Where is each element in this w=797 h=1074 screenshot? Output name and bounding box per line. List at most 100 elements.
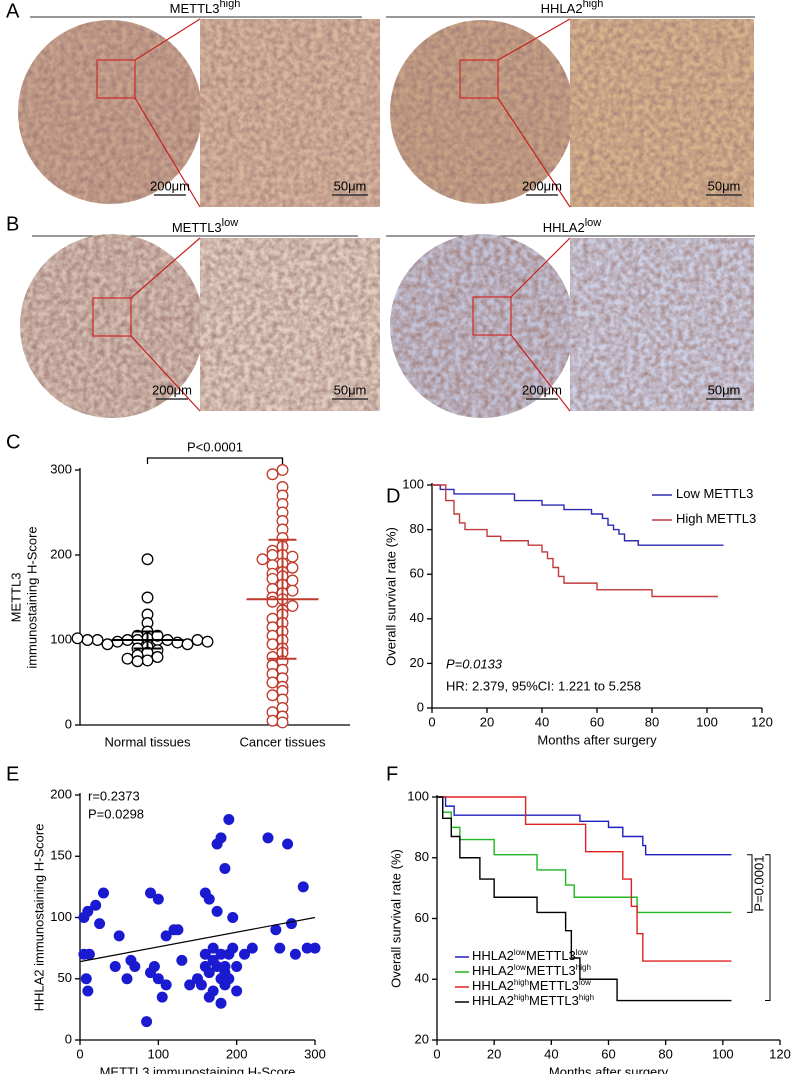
superscript: high xyxy=(576,963,591,972)
p-value: P=0.0001 xyxy=(751,856,766,912)
legend-label: HHLA2lowMETTL3high xyxy=(472,963,591,979)
dot xyxy=(201,635,214,648)
superscript: high xyxy=(514,993,529,1002)
superscript: low xyxy=(514,963,526,972)
superscript: low xyxy=(576,948,588,957)
dot xyxy=(286,550,299,563)
x-tick-label: 40 xyxy=(535,714,549,729)
dot xyxy=(151,629,164,642)
y-tick-label: 20 xyxy=(410,655,424,670)
point xyxy=(215,997,227,1009)
tissue-texture xyxy=(390,20,574,204)
point xyxy=(203,893,215,905)
ihc-title: HHLA2low xyxy=(543,217,601,236)
point xyxy=(113,930,125,942)
dot xyxy=(276,716,289,729)
point xyxy=(129,961,141,972)
zoom-arrow xyxy=(497,18,571,61)
ihc-title: METTL3high xyxy=(170,0,241,16)
x-tick-label: 100 xyxy=(147,1046,169,1061)
scale-label: 50μm xyxy=(334,178,367,193)
x-tick-label: 20 xyxy=(487,1046,501,1061)
point xyxy=(109,961,121,972)
label-part: HHLA2 xyxy=(541,1,583,16)
point xyxy=(148,961,160,972)
scale-label: 50μm xyxy=(708,382,741,397)
zoom-arrow xyxy=(130,237,201,299)
point xyxy=(82,905,94,917)
point xyxy=(301,942,313,954)
point xyxy=(239,948,250,960)
dot xyxy=(266,714,279,727)
dot xyxy=(256,553,269,566)
point xyxy=(262,832,274,844)
point xyxy=(211,905,223,917)
y-tick-label: 0 xyxy=(65,716,72,731)
scale-label: 50μm xyxy=(334,382,367,397)
point xyxy=(80,973,92,985)
dot xyxy=(266,638,279,651)
x-tick-label: 0 xyxy=(428,714,435,729)
y-tick-label: 80 xyxy=(415,849,429,864)
superscript: high xyxy=(514,978,529,987)
label-part: METTL3 xyxy=(529,993,579,1008)
dot xyxy=(111,635,124,648)
point xyxy=(286,918,297,930)
dot xyxy=(141,654,154,667)
point xyxy=(199,948,211,960)
x-tick-label: 120 xyxy=(751,714,773,729)
label-part: METTL3 xyxy=(172,220,222,235)
zoom-texture xyxy=(200,238,380,411)
point xyxy=(90,899,102,911)
superscript: low xyxy=(514,948,526,957)
zoom-arrow xyxy=(510,334,571,412)
y-tick-label: 100 xyxy=(50,631,72,646)
dot xyxy=(101,638,114,651)
x-tick-label: 40 xyxy=(544,1046,558,1061)
x-axis-label: Months after surgery xyxy=(537,732,657,747)
scale-label: 50μm xyxy=(708,178,741,193)
point xyxy=(141,1016,153,1028)
point xyxy=(195,979,207,991)
point xyxy=(83,948,95,960)
superscript: low xyxy=(579,978,591,987)
p-value: P=0.0298 xyxy=(88,806,144,821)
point xyxy=(219,961,231,972)
dot xyxy=(266,595,279,608)
label-part: METTL3 xyxy=(529,978,579,993)
survival-curve xyxy=(437,796,732,856)
x-tick-label: 120 xyxy=(769,1046,791,1061)
dot xyxy=(181,638,194,651)
point xyxy=(223,814,235,825)
zoom-arrow xyxy=(134,18,201,61)
zoom-box xyxy=(459,59,499,99)
survival-curve xyxy=(432,484,724,546)
scale-label: 200μm xyxy=(152,382,192,397)
point xyxy=(289,948,301,960)
label-part: HHLA2 xyxy=(472,978,514,993)
point xyxy=(215,948,227,960)
hazard-ratio: HR: 2.379, 95%CI: 1.221 to 5.258 xyxy=(446,678,641,693)
point xyxy=(172,924,184,936)
point xyxy=(215,832,227,844)
survival-curve xyxy=(437,796,732,962)
point xyxy=(211,961,223,972)
superscript: low xyxy=(222,217,239,229)
mean-sd xyxy=(246,538,319,660)
point xyxy=(270,924,282,936)
point xyxy=(231,961,243,972)
point xyxy=(227,942,239,954)
x-tick-label: 100 xyxy=(696,714,718,729)
dot xyxy=(286,600,299,612)
zoom-box xyxy=(96,59,136,99)
comparison-bracket xyxy=(765,854,771,1002)
point xyxy=(152,893,164,905)
zoom-box xyxy=(472,296,512,336)
point xyxy=(297,881,309,893)
dot xyxy=(131,655,144,668)
y-tick-label: 60 xyxy=(415,910,429,925)
legend-label: High METTL3 xyxy=(676,511,756,526)
x-tick-label: 0 xyxy=(76,1046,83,1061)
y-tick-label: 60 xyxy=(410,566,424,581)
survival-curve xyxy=(437,796,732,914)
